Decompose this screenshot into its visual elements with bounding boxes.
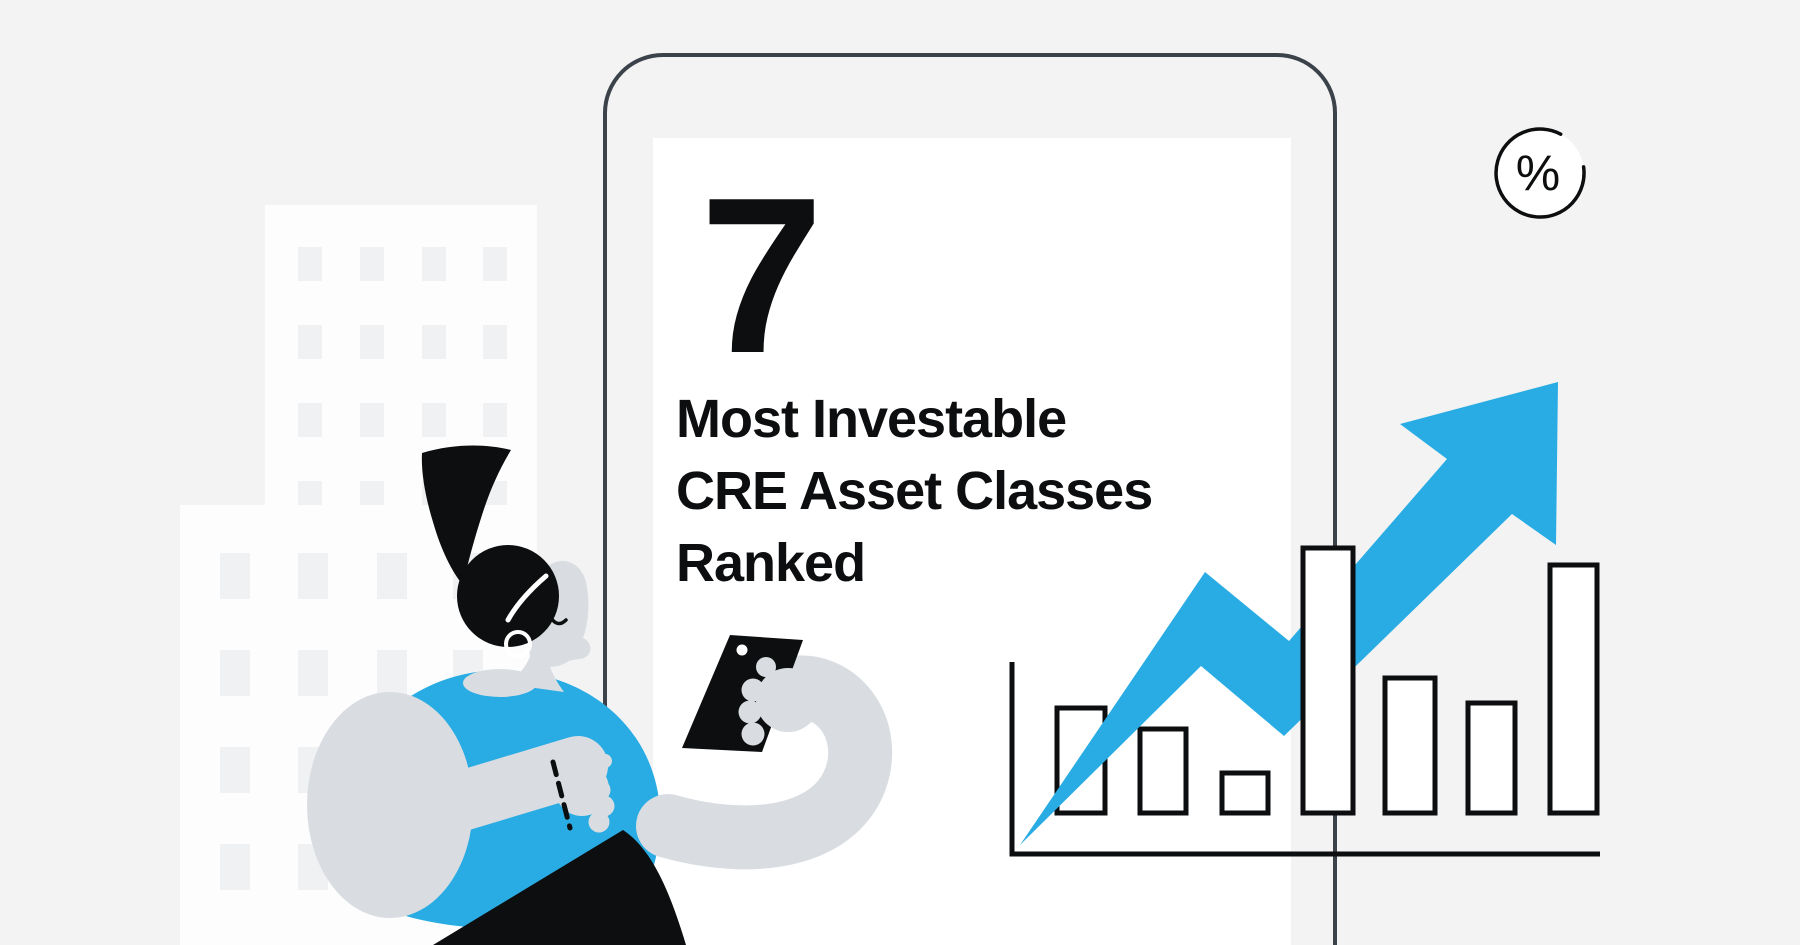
percent-icon: % bbox=[1494, 127, 1586, 219]
closed-eye bbox=[549, 616, 568, 626]
building-window bbox=[422, 403, 446, 437]
left-forearm bbox=[395, 736, 608, 842]
headline-line-3: Ranked bbox=[676, 533, 865, 593]
hair-bun bbox=[457, 545, 559, 647]
headline-line-1: Most Investable bbox=[676, 389, 1066, 449]
thumb bbox=[756, 657, 776, 677]
building-window bbox=[220, 747, 250, 793]
percent-symbol: % bbox=[1516, 145, 1560, 201]
right-forearm bbox=[636, 655, 893, 870]
chart-bar bbox=[1382, 675, 1438, 816]
chart-bar bbox=[1300, 545, 1356, 816]
chart-bar bbox=[1547, 562, 1600, 816]
grip-finger bbox=[741, 722, 765, 746]
trend-arrow-icon bbox=[1020, 382, 1558, 845]
building-window bbox=[220, 553, 250, 599]
building-window bbox=[220, 650, 250, 696]
building-window bbox=[422, 325, 446, 359]
building-window bbox=[483, 325, 507, 359]
building-window bbox=[360, 325, 384, 359]
building-window bbox=[360, 247, 384, 281]
chart-bars-over-arrow bbox=[1300, 545, 1356, 816]
cuff-seam-dashes bbox=[550, 759, 573, 831]
skirt bbox=[433, 830, 686, 945]
building-window bbox=[483, 247, 507, 281]
pointing-finger bbox=[569, 754, 612, 791]
phone-hand bbox=[756, 668, 820, 732]
curled-finger bbox=[589, 779, 611, 801]
ponytail-hair bbox=[421, 445, 511, 585]
headline: 7 Most Investable CRE Asset Classes Rank… bbox=[676, 152, 1153, 593]
curled-finger bbox=[588, 811, 610, 833]
building-window bbox=[298, 553, 328, 599]
headline-line-2: CRE Asset Classes bbox=[676, 461, 1152, 521]
building-window bbox=[298, 650, 328, 696]
building-window bbox=[298, 247, 322, 281]
bar-chart-icon bbox=[1009, 382, 1600, 857]
curled-finger bbox=[593, 795, 615, 817]
left-arm bbox=[307, 692, 473, 918]
building-window bbox=[298, 403, 322, 437]
building-window bbox=[360, 403, 384, 437]
chart-bar bbox=[1219, 770, 1271, 816]
building-window bbox=[377, 650, 407, 696]
chart-bar bbox=[1137, 726, 1189, 816]
grip-finger bbox=[738, 700, 762, 724]
hair-highlight bbox=[505, 573, 549, 623]
building-window bbox=[483, 403, 507, 437]
earring-icon bbox=[504, 630, 532, 658]
woman-with-phone-icon bbox=[307, 445, 893, 945]
chart-bar bbox=[1465, 700, 1518, 816]
chart-bars-under-arrow bbox=[1054, 562, 1600, 816]
headline-number: 7 bbox=[700, 152, 823, 400]
neck bbox=[506, 645, 564, 692]
building-window bbox=[422, 247, 446, 281]
building-window bbox=[220, 844, 250, 890]
chart-axes bbox=[1009, 662, 1600, 857]
percent-circle-arc bbox=[1494, 127, 1586, 219]
grip-finger bbox=[741, 678, 765, 702]
building-window bbox=[298, 325, 322, 359]
building-window bbox=[377, 553, 407, 599]
phone-camera-dot bbox=[736, 644, 748, 656]
percent-circle bbox=[1496, 129, 1584, 217]
